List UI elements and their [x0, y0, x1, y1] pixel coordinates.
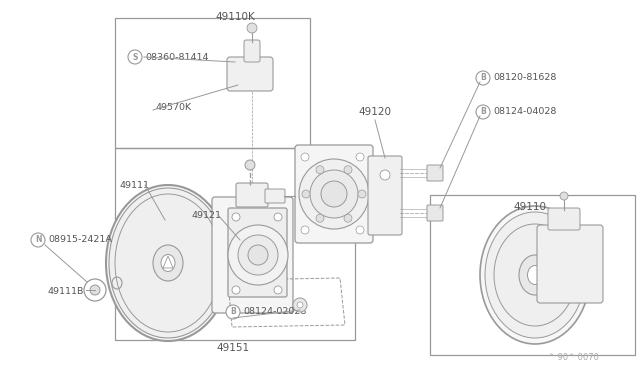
- Circle shape: [299, 159, 369, 229]
- FancyBboxPatch shape: [244, 40, 260, 62]
- FancyBboxPatch shape: [228, 208, 287, 297]
- Text: S: S: [132, 52, 138, 61]
- Circle shape: [356, 226, 364, 234]
- Text: 49120: 49120: [358, 107, 392, 117]
- Ellipse shape: [519, 255, 551, 295]
- Circle shape: [226, 305, 240, 319]
- Circle shape: [310, 170, 358, 218]
- Circle shape: [316, 166, 324, 174]
- FancyBboxPatch shape: [236, 183, 268, 207]
- Circle shape: [248, 245, 268, 265]
- Text: 08915-2421A: 08915-2421A: [48, 235, 112, 244]
- Bar: [115, 18, 310, 148]
- Ellipse shape: [106, 185, 230, 341]
- Bar: [115, 148, 355, 340]
- Ellipse shape: [527, 266, 543, 285]
- FancyBboxPatch shape: [368, 156, 402, 235]
- Circle shape: [128, 50, 142, 64]
- Text: B: B: [480, 74, 486, 83]
- FancyBboxPatch shape: [427, 165, 443, 181]
- Ellipse shape: [115, 194, 221, 332]
- Circle shape: [380, 170, 390, 180]
- Circle shape: [321, 181, 347, 207]
- Circle shape: [301, 226, 309, 234]
- Circle shape: [301, 153, 309, 161]
- FancyBboxPatch shape: [265, 189, 285, 203]
- Circle shape: [476, 71, 490, 85]
- Ellipse shape: [84, 279, 106, 301]
- Text: 08124-04028: 08124-04028: [493, 108, 556, 116]
- Circle shape: [356, 153, 364, 161]
- Ellipse shape: [109, 188, 227, 338]
- FancyBboxPatch shape: [537, 225, 603, 303]
- Text: 49121: 49121: [192, 211, 222, 219]
- Text: ^ 90^ 0070: ^ 90^ 0070: [548, 353, 599, 362]
- Circle shape: [247, 23, 257, 33]
- Circle shape: [31, 233, 45, 247]
- Circle shape: [344, 166, 352, 174]
- Ellipse shape: [161, 254, 175, 272]
- Circle shape: [274, 286, 282, 294]
- FancyBboxPatch shape: [212, 197, 293, 313]
- FancyBboxPatch shape: [295, 145, 373, 243]
- Circle shape: [293, 298, 307, 312]
- Text: 08360-81414: 08360-81414: [145, 52, 209, 61]
- Ellipse shape: [485, 212, 585, 338]
- Ellipse shape: [153, 245, 183, 281]
- Ellipse shape: [90, 285, 100, 295]
- Circle shape: [316, 214, 324, 222]
- FancyBboxPatch shape: [227, 57, 273, 91]
- Text: 49110: 49110: [513, 202, 547, 212]
- Circle shape: [228, 225, 288, 285]
- Text: 08124-02028: 08124-02028: [243, 308, 307, 317]
- Text: B: B: [480, 108, 486, 116]
- Text: 08120-81628: 08120-81628: [493, 74, 556, 83]
- Bar: [430, 195, 635, 355]
- FancyBboxPatch shape: [427, 205, 443, 221]
- Text: N: N: [35, 235, 41, 244]
- Circle shape: [238, 235, 278, 275]
- Circle shape: [344, 214, 352, 222]
- Circle shape: [245, 160, 255, 170]
- Circle shape: [476, 105, 490, 119]
- FancyBboxPatch shape: [548, 208, 580, 230]
- Circle shape: [358, 190, 366, 198]
- Text: 49111: 49111: [120, 180, 150, 189]
- Ellipse shape: [494, 224, 576, 326]
- Circle shape: [560, 192, 568, 200]
- Circle shape: [232, 286, 240, 294]
- Circle shape: [297, 302, 303, 308]
- Circle shape: [232, 213, 240, 221]
- Text: 49111B: 49111B: [48, 288, 84, 296]
- Circle shape: [302, 190, 310, 198]
- Text: 49570K: 49570K: [155, 103, 191, 112]
- Ellipse shape: [480, 206, 590, 344]
- Circle shape: [274, 213, 282, 221]
- Text: 49151: 49151: [216, 343, 250, 353]
- Text: 49110K: 49110K: [215, 12, 255, 22]
- Text: B: B: [230, 308, 236, 317]
